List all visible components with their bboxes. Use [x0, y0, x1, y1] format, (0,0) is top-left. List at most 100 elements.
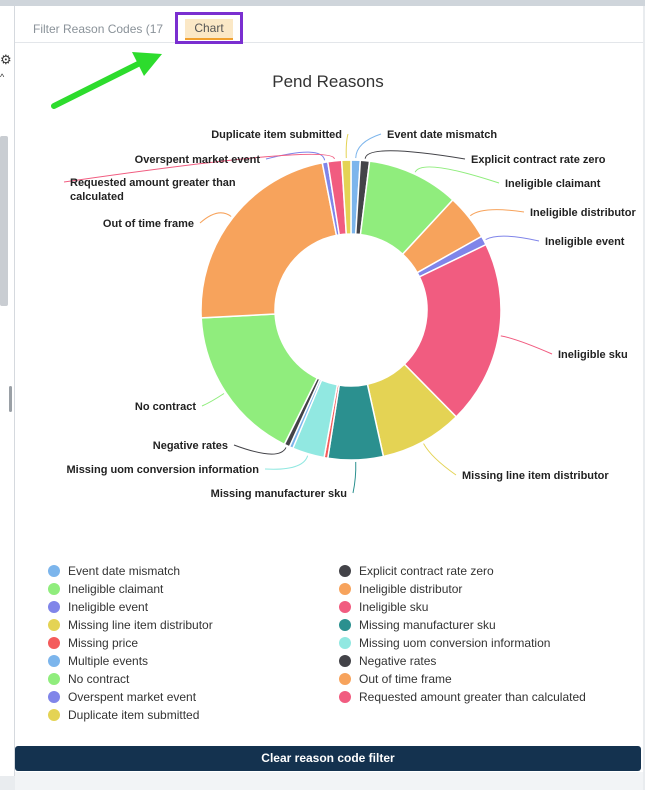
data-label-explicit-contract-rate-zero: Explicit contract rate zero — [471, 154, 606, 166]
legend-label: Missing price — [68, 636, 139, 650]
slice-out-of-time-frame[interactable] — [200, 161, 338, 319]
data-label-no-contract: No contract — [135, 401, 196, 413]
legend-item-requested-amount-greater-than-calculated[interactable]: Requested amount greater than calculated — [339, 690, 586, 704]
data-label-duplicate-item-submitted: Duplicate item submitted — [211, 129, 342, 141]
connector-missing-uom-conversion-information — [264, 455, 309, 470]
left-rail: ⚙ ^ — [0, 6, 15, 776]
legend-item-missing-manufacturer-sku[interactable]: Missing manufacturer sku — [339, 618, 496, 632]
left-scroll-track[interactable] — [0, 136, 8, 306]
legend-label: No contract — [68, 672, 130, 686]
connector-overspent-market-event — [265, 151, 326, 161]
legend-item-ineligible-distributor[interactable]: Ineligible distributor — [339, 582, 462, 596]
legend-swatch — [339, 673, 351, 685]
legend-swatch — [339, 655, 351, 667]
legend-swatch — [48, 583, 60, 595]
gear-icon[interactable]: ⚙ — [0, 52, 12, 67]
top-band — [0, 0, 645, 6]
legend-label: Ineligible sku — [359, 600, 429, 614]
legend-item-no-contract[interactable]: No contract — [48, 672, 129, 686]
legend-item-event-date-mismatch[interactable]: Event date mismatch — [48, 564, 180, 578]
legend-swatch — [48, 691, 60, 703]
data-label-ineligible-distributor: Ineligible distributor — [530, 207, 636, 219]
tab-filter-reason-codes[interactable]: Filter Reason Codes (17 — [33, 22, 164, 36]
clear-reason-code-filter-button[interactable]: Clear reason code filter — [15, 746, 641, 771]
legend-swatch — [339, 691, 351, 703]
data-label-missing-manufacturer-sku: Missing manufacturer sku — [211, 488, 347, 500]
connector-missing-line-item-distributor — [423, 443, 457, 476]
legend-item-explicit-contract-rate-zero[interactable]: Explicit contract rate zero — [339, 564, 494, 578]
data-label-event-date-mismatch: Event date mismatch — [387, 129, 497, 141]
legend-label: Missing manufacturer sku — [359, 618, 496, 632]
connector-duplicate-item-submitted — [345, 133, 349, 159]
slice-ineligible-sku[interactable] — [403, 243, 502, 418]
legend-item-negative-rates[interactable]: Negative rates — [339, 654, 436, 668]
data-label-out-of-time-frame: Out of time frame — [103, 218, 194, 230]
legend-swatch — [339, 601, 351, 613]
legend-swatch — [48, 565, 60, 577]
legend-swatch — [48, 601, 60, 613]
legend-swatch — [339, 565, 351, 577]
data-label-negative-rates: Negative rates — [153, 440, 228, 452]
connector-out-of-time-frame — [199, 212, 232, 224]
connector-ineligible-event — [485, 235, 540, 242]
chart-panel: Filter Reason Codes (17 Chart Pend Reaso… — [15, 6, 643, 772]
legend-swatch — [339, 583, 351, 595]
resize-handle[interactable] — [9, 386, 12, 412]
legend-swatch — [339, 637, 351, 649]
connector-ineligible-claimant — [414, 166, 500, 184]
tab-bar: Filter Reason Codes (17 Chart — [15, 6, 643, 44]
slice-duplicate-item-submitted[interactable] — [340, 159, 352, 235]
legend-label: Out of time frame — [359, 672, 452, 686]
data-label-ineligible-sku: Ineligible sku — [558, 349, 628, 361]
connector-ineligible-distributor — [469, 209, 525, 217]
legend-label: Duplicate item submitted — [68, 708, 200, 722]
legend-label: Multiple events — [68, 654, 149, 668]
connector-missing-manufacturer-sku — [352, 461, 357, 494]
data-label-ineligible-claimant: Ineligible claimant — [505, 178, 601, 190]
data-label-missing-uom-conversion-information: Missing uom conversion information — [66, 464, 259, 476]
legend-item-out-of-time-frame[interactable]: Out of time frame — [339, 672, 452, 686]
legend-swatch — [48, 619, 60, 631]
chart-title: Pend Reasons — [272, 72, 384, 91]
legend-label: Missing uom conversion information — [359, 636, 551, 650]
data-label-missing-line-item-distributor: Missing line item distributor — [462, 470, 609, 482]
connector-ineligible-sku — [500, 335, 553, 355]
legend-swatch — [48, 673, 60, 685]
connector-event-date-mismatch — [355, 133, 382, 159]
legend-item-missing-uom-conversion-information[interactable]: Missing uom conversion information — [339, 636, 550, 650]
legend-label: Missing line item distributor — [68, 618, 213, 632]
legend-label: Negative rates — [359, 654, 437, 668]
donut-chart: Pend Reasons Event date mismatch Explicit… — [63, 72, 636, 500]
tab-chart[interactable]: Chart — [185, 19, 233, 40]
connector-requested-amount-greater-than-calculated — [63, 153, 335, 183]
legend-item-duplicate-item-submitted[interactable]: Duplicate item submitted — [48, 708, 199, 722]
legend-label: Requested amount greater than calculated — [359, 690, 586, 704]
legend-label: Ineligible event — [68, 600, 149, 614]
connector-no-contract — [201, 393, 225, 407]
data-label-requested-amount-greater-than-calculated: Requested amount greater than calculated — [70, 177, 236, 203]
legend-item-ineligible-event[interactable]: Ineligible event — [48, 600, 148, 614]
legend-swatch — [48, 709, 60, 721]
data-label-overspent-market-event: Overspent market event — [135, 154, 261, 166]
tab-chart-highlight-box: Chart — [175, 12, 243, 44]
legend-label: Explicit contract rate zero — [359, 564, 494, 578]
legend-label: Event date mismatch — [68, 564, 181, 578]
green-arrow-annotation — [51, 52, 162, 109]
legend-item-overspent-market-event[interactable]: Overspent market event — [48, 690, 196, 704]
connector-negative-rates — [233, 444, 287, 455]
legend-item-missing-price[interactable]: Missing price — [48, 636, 138, 650]
legend-item-ineligible-claimant[interactable]: Ineligible claimant — [48, 582, 163, 596]
legend-swatch — [48, 637, 60, 649]
caret-up-icon[interactable]: ^ — [0, 72, 5, 82]
legend-label: Overspent market event — [68, 690, 197, 704]
legend-label: Ineligible distributor — [359, 582, 463, 596]
connector-explicit-contract-rate-zero — [364, 150, 466, 160]
legend-item-ineligible-sku[interactable]: Ineligible sku — [339, 600, 428, 614]
legend-item-multiple-events[interactable]: Multiple events — [48, 654, 148, 668]
bottom-strip — [15, 772, 643, 790]
legend-swatch — [48, 655, 60, 667]
legend-item-missing-line-item-distributor[interactable]: Missing line item distributor — [48, 618, 213, 632]
legend-swatch — [339, 619, 351, 631]
data-label-ineligible-event: Ineligible event — [545, 236, 625, 248]
legend-label: Ineligible claimant — [68, 582, 164, 596]
